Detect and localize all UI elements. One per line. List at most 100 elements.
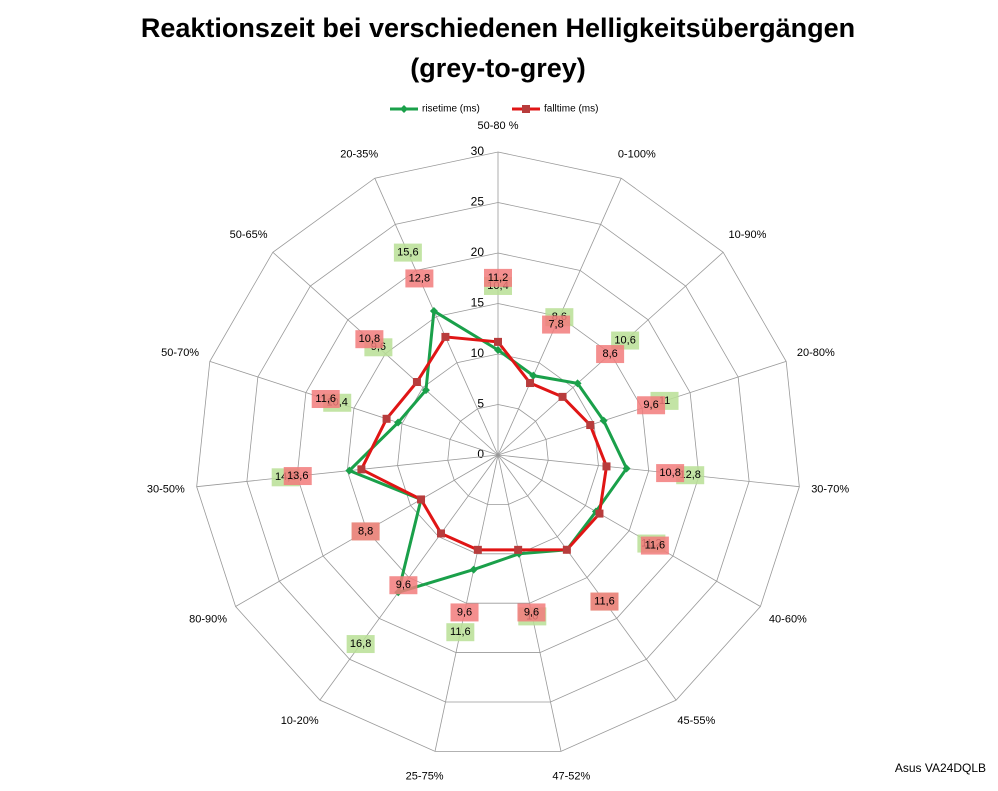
category-label: 30-70% <box>811 483 849 495</box>
value-label-bg <box>484 268 512 287</box>
value-label-text: 11,6 <box>450 626 471 638</box>
value-label-bg <box>389 576 418 595</box>
marker <box>473 545 482 554</box>
spoke <box>209 360 499 456</box>
value-label-text: 11,2 <box>488 272 509 284</box>
marker <box>421 386 430 395</box>
spoke <box>497 454 677 701</box>
value-label-text: 10,6 <box>614 334 635 346</box>
chart-subtitle: (grey-to-grey) <box>410 53 586 83</box>
marker <box>437 529 446 538</box>
marker <box>586 421 595 430</box>
chart-title: Reaktionszeit bei verschiedenen Helligke… <box>141 13 855 43</box>
grid-ring <box>246 202 750 703</box>
marker <box>394 418 403 427</box>
r-tick-label: 30 <box>471 144 485 158</box>
r-tick-label: 10 <box>471 346 485 360</box>
spoke <box>497 454 761 607</box>
value-label: 10,6 <box>611 331 640 350</box>
r-tick-label: 0 <box>477 447 484 461</box>
value-label: 7,8 <box>542 315 571 334</box>
value-label-text: 10,8 <box>359 333 380 345</box>
value-label-text: 15,6 <box>397 247 418 259</box>
legend-label: risetime (ms) <box>422 104 480 115</box>
value-label: 13,6 <box>283 467 312 486</box>
value-label-text: 12,8 <box>680 469 701 481</box>
value-label-text: 9,6 <box>643 399 658 411</box>
footnote: Asus VA24DQLB <box>895 761 986 775</box>
grid-ring <box>296 252 700 653</box>
category-label: 50-65% <box>230 229 268 241</box>
value-label-text: 13,6 <box>287 470 308 482</box>
marker <box>529 371 538 380</box>
value-label-bg <box>351 522 380 541</box>
marker <box>573 379 582 388</box>
marker <box>417 495 426 504</box>
value-label: 9,6 <box>389 576 418 595</box>
marker <box>494 337 502 346</box>
value-label-bg <box>311 390 340 409</box>
value-label: 8,8 <box>351 522 380 541</box>
spoke <box>374 178 499 456</box>
marker <box>602 462 611 471</box>
value-label-text: 9,6 <box>457 606 472 618</box>
series-line <box>359 335 609 552</box>
category-label: 10-90% <box>728 229 766 241</box>
value-label: 11,6 <box>640 536 669 555</box>
value-label-bg <box>640 536 669 555</box>
marker <box>469 565 478 574</box>
marker <box>599 416 608 425</box>
value-label-bg <box>542 315 571 334</box>
marker <box>526 379 535 388</box>
category-label: 20-35% <box>340 148 378 160</box>
value-label-text: 11,6 <box>315 393 336 405</box>
category-label: 0-100% <box>618 148 656 160</box>
value-label-text: 11,6 <box>594 595 615 607</box>
marker <box>595 509 604 518</box>
value-label-text: 8,6 <box>602 348 617 360</box>
value-label-text: 10,8 <box>659 467 680 479</box>
marker <box>345 466 354 475</box>
value-label: 10,8 <box>355 330 384 349</box>
value-label-bg <box>596 345 625 364</box>
value-label-bg <box>446 623 475 642</box>
value-label-text: 7,8 <box>548 318 563 330</box>
value-label-bg <box>450 603 479 622</box>
marker <box>357 465 366 474</box>
value-label: 15,6 <box>393 243 422 262</box>
value-label: 11,6 <box>446 623 475 642</box>
marker <box>494 345 502 354</box>
marker <box>429 307 438 316</box>
legend-marker <box>400 105 408 113</box>
r-tick-label: 25 <box>471 195 485 209</box>
spoke <box>434 454 499 752</box>
value-label-bg <box>517 603 546 622</box>
value-label-text: 8,8 <box>358 525 373 537</box>
category-label: 25-75% <box>406 771 444 783</box>
value-label-text: 9,6 <box>524 606 539 618</box>
category-label: 20-80% <box>797 347 835 359</box>
r-tick-label: 20 <box>471 245 485 259</box>
spoke <box>497 454 562 752</box>
grid-ring <box>196 151 800 752</box>
series-line <box>346 308 629 595</box>
spoke <box>497 454 800 488</box>
r-tick-label: 15 <box>471 296 485 310</box>
marker <box>622 464 631 473</box>
r-tick-label: 5 <box>477 397 484 411</box>
value-label-bg <box>283 467 312 486</box>
value-label-bg <box>393 243 422 262</box>
marker <box>382 414 391 423</box>
marker <box>441 332 450 341</box>
marker <box>412 378 421 387</box>
marker <box>514 545 523 554</box>
value-label: 9,6 <box>450 603 479 622</box>
grid-ring <box>447 404 549 505</box>
value-label-text: 16,8 <box>350 638 371 650</box>
category-label: 80-90% <box>189 613 227 625</box>
value-label-bg <box>405 269 434 288</box>
value-label: 12,8 <box>405 269 434 288</box>
value-label-bg <box>346 635 375 654</box>
category-label: 10-20% <box>281 715 319 727</box>
